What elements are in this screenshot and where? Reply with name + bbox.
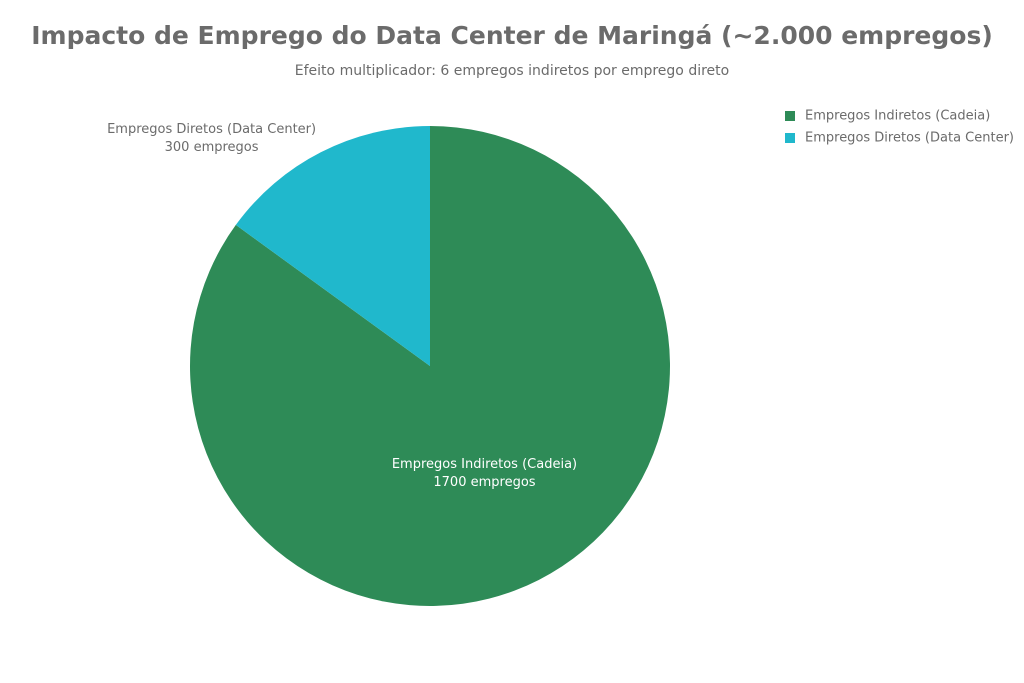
- chart-title: Impacto de Emprego do Data Center de Mar…: [31, 21, 993, 50]
- pie-slice: [189, 126, 671, 607]
- legend-swatch: [785, 133, 795, 143]
- pie-slice: [235, 126, 430, 366]
- legend-label: Empregos Diretos (Data Center): [805, 131, 1014, 146]
- pie: Empregos Indiretos (Cadeia) 1700 empregos…: [107, 122, 671, 607]
- slice-label-value: 1700 empregos: [433, 474, 535, 489]
- slice-label-name: Empregos Diretos (Data Center): [107, 122, 316, 137]
- chart-subtitle: Efeito multiplicador: 6 empregos indiret…: [295, 63, 729, 79]
- slice-label-value: 300 empregos: [165, 140, 259, 155]
- legend: Empregos Indiretos (Cadeia) Empregos Dire…: [785, 109, 1014, 146]
- slice-label: Empregos Indiretos (Cadeia) 1700 empregos: [392, 456, 577, 489]
- legend-label: Empregos Indiretos (Cadeia): [805, 109, 990, 124]
- slice-label: Empregos Diretos (Data Center) 300 empreg…: [107, 122, 316, 155]
- legend-swatch: [785, 111, 795, 121]
- slice-label-name: Empregos Indiretos (Cadeia): [392, 456, 577, 471]
